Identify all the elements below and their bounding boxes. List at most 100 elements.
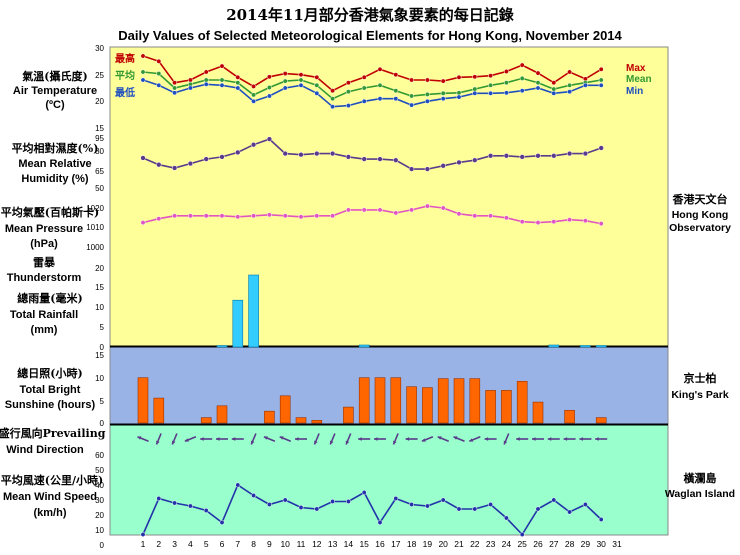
temperature-label-en1: Air Temperature bbox=[13, 85, 97, 97]
humidity-point bbox=[472, 157, 478, 163]
wind-arrow-head bbox=[171, 440, 176, 445]
pressure-point bbox=[535, 220, 541, 226]
temperature-max-point bbox=[203, 69, 209, 75]
wind-direction-arrow bbox=[171, 433, 178, 445]
humidity-point bbox=[219, 154, 225, 160]
wind-speed-point bbox=[140, 532, 146, 537]
wind-speed-point bbox=[567, 509, 573, 515]
x-tick-label: 10 bbox=[280, 539, 290, 549]
wind-arrow-head bbox=[345, 440, 350, 445]
temperature-max-point bbox=[472, 74, 478, 80]
temperature-max-point bbox=[424, 77, 430, 83]
wind_speed-tick-label: 20 bbox=[95, 511, 104, 520]
humidity-point bbox=[329, 150, 336, 157]
wind-arrow-head bbox=[231, 437, 236, 441]
station-wi-en: Waglan Island bbox=[665, 488, 735, 500]
temperature-mean-point bbox=[282, 78, 288, 84]
humidity-point bbox=[551, 153, 557, 159]
temperature-tick-label: 20 bbox=[95, 97, 104, 106]
wind-direction-arrow bbox=[547, 437, 560, 441]
wind_speed-tick-label: 60 bbox=[95, 451, 104, 460]
pressure-point bbox=[424, 203, 430, 209]
rainfall-bar bbox=[358, 344, 370, 348]
sunshine-tick-label: 0 bbox=[100, 419, 105, 428]
rainfall-tick-label: 5 bbox=[100, 323, 105, 332]
wind-direction-arrow bbox=[250, 433, 257, 445]
sunshine-bar bbox=[516, 380, 528, 424]
wind-arrow-head bbox=[563, 437, 568, 441]
pressure-label-en2: (hPa) bbox=[30, 238, 58, 250]
humidity-point bbox=[440, 163, 446, 169]
humidity-point bbox=[187, 160, 194, 167]
sunshine-bar bbox=[406, 386, 417, 424]
wind-direction-arrow bbox=[279, 435, 292, 443]
wind_speed-tick-label: 10 bbox=[95, 526, 104, 535]
station-hko-en2: Observatory bbox=[669, 222, 731, 234]
wind-direction-arrow bbox=[263, 435, 276, 443]
temperature-max-point bbox=[235, 74, 241, 80]
humidity-point bbox=[519, 154, 525, 160]
wind-arrow-head bbox=[595, 437, 599, 441]
rainfall-bar bbox=[580, 345, 591, 348]
rainfall-tick-label: 10 bbox=[95, 303, 104, 312]
wind-speed-point bbox=[393, 496, 399, 501]
wind-direction-arrow bbox=[358, 437, 371, 441]
temperature-max-point bbox=[393, 72, 399, 78]
wind-direction-arrow bbox=[468, 435, 481, 443]
temperature-max-point bbox=[598, 66, 604, 72]
temperature-min-point bbox=[440, 96, 446, 102]
legend-max-cn: 最高 bbox=[115, 52, 135, 65]
temperature-min-point bbox=[251, 98, 257, 104]
station-hko-en1: Hong Kong bbox=[672, 209, 729, 221]
humidity-tick-label: 65 bbox=[95, 167, 104, 176]
sunshine-label-cn: 總日照(小時) bbox=[17, 366, 82, 380]
temperature-max-point bbox=[172, 80, 178, 86]
sunshine-bar bbox=[595, 417, 607, 424]
legend-mean-cn: 平均 bbox=[115, 69, 135, 82]
legend-min-cn: 最低 bbox=[115, 86, 135, 99]
wind-speed-label-en1: Mean Wind Speed bbox=[3, 491, 97, 503]
wind-arrow-head bbox=[295, 437, 299, 441]
thunderstorm-label-cn: 雷暴 bbox=[33, 256, 56, 269]
temperature-mean-point bbox=[551, 86, 557, 92]
humidity-point bbox=[203, 156, 209, 162]
x-tick-label: 31 bbox=[612, 539, 622, 549]
humidity-tick-label: 95 bbox=[95, 134, 104, 143]
wind-arrow-head bbox=[453, 436, 458, 440]
sunshine-tick-label: 10 bbox=[95, 374, 104, 383]
wind-speed-point bbox=[345, 499, 351, 504]
wind-arrow-head bbox=[314, 440, 318, 445]
x-tick-label: 27 bbox=[549, 539, 559, 549]
x-tick-label: 13 bbox=[328, 539, 338, 549]
sunshine-bar bbox=[279, 395, 291, 424]
temperature-mean-point bbox=[503, 80, 509, 86]
temperature-max-point bbox=[345, 80, 351, 86]
pressure-point bbox=[282, 213, 288, 219]
humidity-point bbox=[250, 142, 257, 148]
wind-direction-arrow bbox=[484, 437, 497, 441]
wind-direction-arrow bbox=[200, 437, 213, 441]
rainfall-bar bbox=[248, 274, 259, 348]
humidity-tick-label: 50 bbox=[95, 184, 104, 193]
humidity-point bbox=[424, 166, 431, 172]
pressure-point bbox=[582, 218, 588, 224]
pressure-line bbox=[142, 205, 602, 225]
humidity-point bbox=[535, 153, 541, 159]
wi-panel-background bbox=[109, 423, 669, 536]
humidity-tick-label: 80 bbox=[95, 147, 104, 156]
temperature-max-point bbox=[298, 72, 304, 78]
data-marks bbox=[137, 53, 608, 537]
temperature-min-point bbox=[472, 90, 478, 96]
temperature-mean-point bbox=[488, 82, 494, 88]
wind-speed-point bbox=[503, 515, 509, 521]
temperature-mean-point bbox=[361, 85, 367, 91]
temperature-max-point bbox=[409, 77, 415, 83]
temperature-tick-label: 25 bbox=[95, 71, 104, 80]
temperature-min-point bbox=[488, 90, 494, 96]
wind-direction-arrow bbox=[421, 435, 434, 443]
wind-speed-point bbox=[282, 497, 288, 503]
sunshine-bar bbox=[216, 405, 228, 424]
wind-arrow-head bbox=[279, 436, 284, 440]
